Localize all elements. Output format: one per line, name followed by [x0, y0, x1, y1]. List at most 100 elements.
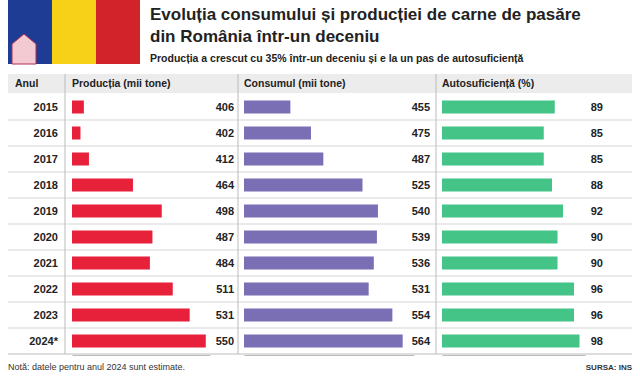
data-label: 511 [216, 283, 234, 295]
row-separator [8, 250, 632, 251]
data-label: 539 [412, 231, 430, 243]
bar [442, 283, 574, 296]
data-label: 498 [216, 205, 234, 217]
data-label: 525 [412, 179, 430, 191]
data-label: 484 [216, 257, 235, 269]
subtitle: Producția a crescut cu 35% într-un decen… [150, 52, 524, 64]
bar [442, 309, 574, 322]
barn-icon [12, 34, 36, 64]
data-label: 98 [591, 335, 603, 347]
bar [442, 127, 544, 140]
panel-title: Autosuficiență (%) [442, 77, 534, 89]
data-label: 487 [216, 231, 234, 243]
bar [244, 283, 369, 296]
data-label: 487 [412, 153, 430, 165]
data-label: 406 [216, 101, 234, 113]
y-tick-label: 2021 [34, 257, 58, 269]
row-separator [8, 354, 632, 355]
data-label: 464 [216, 179, 235, 191]
bar [72, 179, 133, 192]
data-label: 89 [591, 101, 603, 113]
y-tick: 2023 [34, 309, 64, 321]
bars [244, 101, 403, 348]
bar [442, 205, 563, 218]
bar [244, 335, 403, 348]
bar [72, 231, 152, 244]
data-label: 475 [412, 127, 430, 139]
row-separator [8, 224, 632, 225]
y-axis: 2015201620172018201920202021202220232024… [29, 95, 64, 355]
bar [244, 309, 392, 322]
y-tick-label: 2020 [34, 231, 58, 243]
flag-stripe [52, 0, 96, 64]
x-axis-line [245, 355, 415, 356]
x-axis [245, 355, 415, 356]
y-tick: 2022 [34, 283, 64, 295]
data-label: 550 [216, 335, 234, 347]
column-separator [436, 74, 437, 354]
bar [442, 153, 544, 166]
row-separator [8, 302, 632, 303]
column-separator [65, 74, 66, 354]
row-separator [8, 146, 632, 147]
data-label: 96 [591, 283, 603, 295]
bar [244, 257, 374, 270]
data-label: 90 [591, 257, 603, 269]
data-label: 554 [412, 309, 431, 321]
data-label: 88 [591, 179, 603, 191]
y-tick-label: 2019 [34, 205, 58, 217]
x-axis [73, 355, 211, 356]
flag-stripe [96, 0, 140, 64]
bar [72, 335, 206, 348]
bar [244, 179, 362, 192]
bar [72, 101, 84, 114]
data-label: 531 [216, 309, 234, 321]
y-tick-label: 2016 [34, 127, 58, 139]
data-label: 531 [412, 283, 430, 295]
bar [244, 205, 378, 218]
y-tick: 2015 [34, 101, 64, 113]
data-label: 402 [216, 127, 234, 139]
bar [244, 101, 290, 114]
bars [72, 101, 206, 348]
bar [244, 127, 311, 140]
flag-stripe [8, 0, 52, 64]
bar [442, 231, 558, 244]
x-axis [443, 355, 586, 356]
header-band [8, 74, 632, 93]
bar [442, 101, 555, 114]
note: Notă: datele pentru anul 2024 sunt estim… [8, 362, 185, 372]
bars [442, 101, 580, 348]
data-labels: 455475487525540539536531554564 [412, 101, 431, 347]
data-label: 85 [591, 127, 603, 139]
data-label: 536 [412, 257, 430, 269]
y-tick: 2018 [34, 179, 64, 191]
title: din România într-un deceniu [150, 27, 380, 46]
y-tick-label: 2015 [34, 101, 58, 113]
y-tick-label: 2023 [34, 309, 58, 321]
bar [244, 231, 377, 244]
row-separator [8, 328, 632, 329]
row-separator [8, 172, 632, 173]
y-tick: 2020 [34, 231, 64, 243]
data-label: 85 [591, 153, 603, 165]
y-tick: 2016 [34, 127, 64, 139]
row-separator [8, 198, 632, 199]
bar [72, 127, 80, 140]
y-tick: 2019 [34, 205, 64, 217]
data-label: 412 [216, 153, 234, 165]
data-label: 90 [591, 231, 603, 243]
data-label: 92 [591, 205, 603, 217]
bar [72, 283, 173, 296]
y-tick: 2021 [34, 257, 64, 269]
data-label: 564 [412, 335, 431, 347]
row-separator [8, 276, 632, 277]
bar [72, 205, 162, 218]
bar [442, 335, 580, 348]
flag-decoration [8, 0, 140, 64]
y-tick: 2024* [29, 335, 64, 347]
data-labels: 89858588929090969698 [591, 101, 603, 347]
panel-title: Producția (mii tone) [72, 77, 171, 89]
y-tick-label: 2022 [34, 283, 58, 295]
data-label: 455 [412, 101, 430, 113]
